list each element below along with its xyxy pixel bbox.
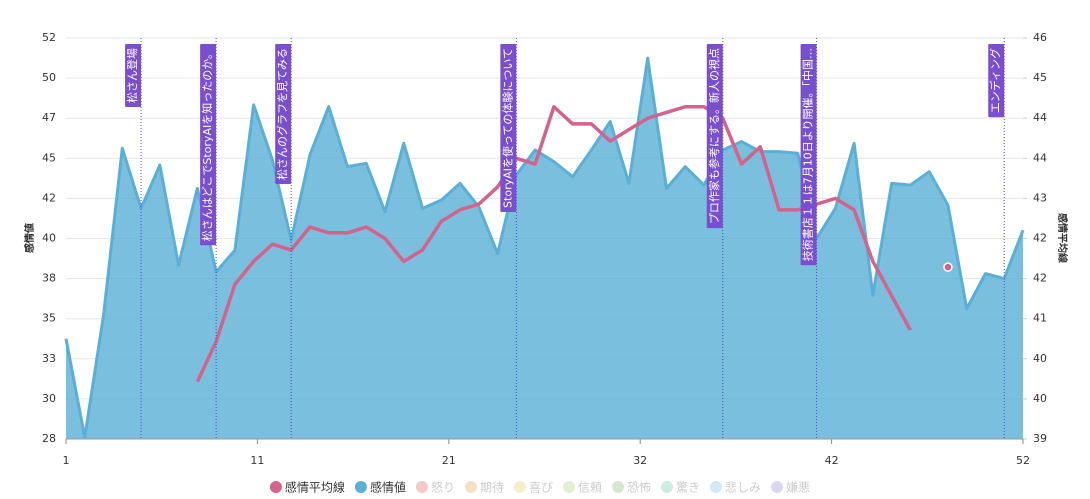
y-tick-label: 42 xyxy=(42,191,56,204)
legend-label: 期待 xyxy=(480,481,504,495)
y2-tick-label: 44 xyxy=(1033,111,1047,124)
y2-tick-label: 43 xyxy=(1033,191,1047,204)
annotation-box xyxy=(988,44,1005,118)
y2-tick-label: 40 xyxy=(1033,392,1047,405)
legend-swatch xyxy=(415,481,428,493)
legend-item[interactable]: 期待 xyxy=(464,481,504,495)
y-tick-label: 38 xyxy=(42,272,56,285)
legend-swatch xyxy=(771,481,784,493)
legend-swatch xyxy=(513,481,526,493)
annotation-label: プロ作家も参考にする。新人の視点 xyxy=(707,48,721,224)
legend: 感情平均線 感情値 怒り 期待 喜び 信頼 恐怖 驚き 悲しみ 嫌悪 xyxy=(269,480,810,495)
annotation-label: 松さんはどこでStoryAIを知ったのか。 xyxy=(200,48,214,241)
y2-axis-title: 感情平均線 xyxy=(1056,213,1069,263)
area-line xyxy=(64,56,1025,439)
annotation-label: StoryAIを使っての体験について xyxy=(500,48,514,208)
legend-swatch xyxy=(563,481,575,493)
legend-item[interactable]: 驚き xyxy=(661,480,700,495)
annotation-box xyxy=(800,44,817,266)
legend-swatch xyxy=(612,481,625,493)
y2-tick-label: 40 xyxy=(1033,352,1047,365)
legend-swatch xyxy=(661,481,674,493)
annotation: 松さんのグラフを見てみる xyxy=(275,44,292,184)
annotation-box xyxy=(275,44,292,184)
y-tick-label: 50 xyxy=(42,71,56,84)
y2-tick-label: 42 xyxy=(1033,272,1047,285)
legend-item[interactable]: 恐怖 xyxy=(612,480,651,495)
x-tick-label: 1 xyxy=(63,454,70,467)
point xyxy=(943,262,953,272)
legend-item[interactable]: 喜び xyxy=(513,481,553,495)
annotation: StoryAIを使っての体験について xyxy=(500,44,517,212)
legend-swatch xyxy=(464,481,477,493)
legend-label: 驚き xyxy=(676,480,700,495)
legend-label: 喜び xyxy=(529,481,553,495)
legend-label: 嫌悪 xyxy=(786,481,810,495)
y-tick-label: 35 xyxy=(42,312,56,325)
legend-label: 怒り xyxy=(431,480,455,495)
annotation: 松さん登場 xyxy=(125,44,142,107)
annotation-label: 技術書店１１は7月10日より開催。「中国… xyxy=(801,48,815,261)
x-tick-label: 52 xyxy=(1016,454,1030,467)
annotation-label: 松さん登場 xyxy=(125,48,139,103)
annotation-label: 松さんのグラフを見てみる xyxy=(275,48,289,180)
y2-tick-label: 42 xyxy=(1033,232,1047,245)
annotation-box xyxy=(500,44,517,212)
annotation: 松さんはどこでStoryAIを知ったのか。 xyxy=(200,44,217,246)
y-axis-title: 感情値 xyxy=(23,223,36,253)
y2-tick-label: 39 xyxy=(1033,432,1047,445)
legend-swatch xyxy=(354,481,367,493)
line xyxy=(195,104,912,383)
x-tick-label: 11 xyxy=(250,454,264,467)
legend-item[interactable]: 信頼 xyxy=(563,481,602,495)
legend-item[interactable]: 怒り xyxy=(415,480,455,495)
y-tick-label: 52 xyxy=(42,31,56,44)
annotation: プロ作家も参考にする。新人の視点 xyxy=(706,44,723,229)
legend-item[interactable]: 感情平均線 xyxy=(269,480,345,495)
y-tick-label: 47 xyxy=(42,111,56,124)
annotation-box xyxy=(125,44,142,107)
y-tick-label: 33 xyxy=(42,352,56,365)
y2-tick-label: 44 xyxy=(1033,151,1047,164)
legend-item[interactable]: 嫌悪 xyxy=(771,481,810,495)
legend-label: 感情値 xyxy=(370,480,406,495)
annotation: 技術書店１１は7月10日より開催。「中国… xyxy=(800,44,817,266)
x-tick-label: 21 xyxy=(442,454,456,467)
y-tick-label: 28 xyxy=(42,432,56,445)
legend-swatch xyxy=(269,481,282,493)
y-tick-label: 40 xyxy=(42,232,56,245)
legend-label: 悲しみ xyxy=(725,480,761,495)
y2-tick-label: 46 xyxy=(1033,31,1047,44)
y-tick-label: 45 xyxy=(42,151,56,164)
annotation: エンディング xyxy=(988,44,1005,118)
x-tick-label: 42 xyxy=(825,454,839,467)
y2-tick-label: 45 xyxy=(1033,71,1047,84)
y2-tick-label: 41 xyxy=(1033,312,1047,325)
legend-item[interactable]: 悲しみ xyxy=(710,480,761,495)
annotation-label: エンディング xyxy=(988,48,1002,113)
x-tick-label: 32 xyxy=(633,454,647,467)
legend-label: 信頼 xyxy=(578,481,602,495)
legend-label: 恐怖 xyxy=(627,480,651,495)
legend-label: 感情平均線 xyxy=(285,480,345,495)
legend-swatch xyxy=(710,481,723,493)
legend-item[interactable]: 感情値 xyxy=(354,480,406,495)
annotation-box xyxy=(200,44,217,246)
y-tick-label: 30 xyxy=(42,392,56,405)
annotation-box xyxy=(706,44,723,229)
